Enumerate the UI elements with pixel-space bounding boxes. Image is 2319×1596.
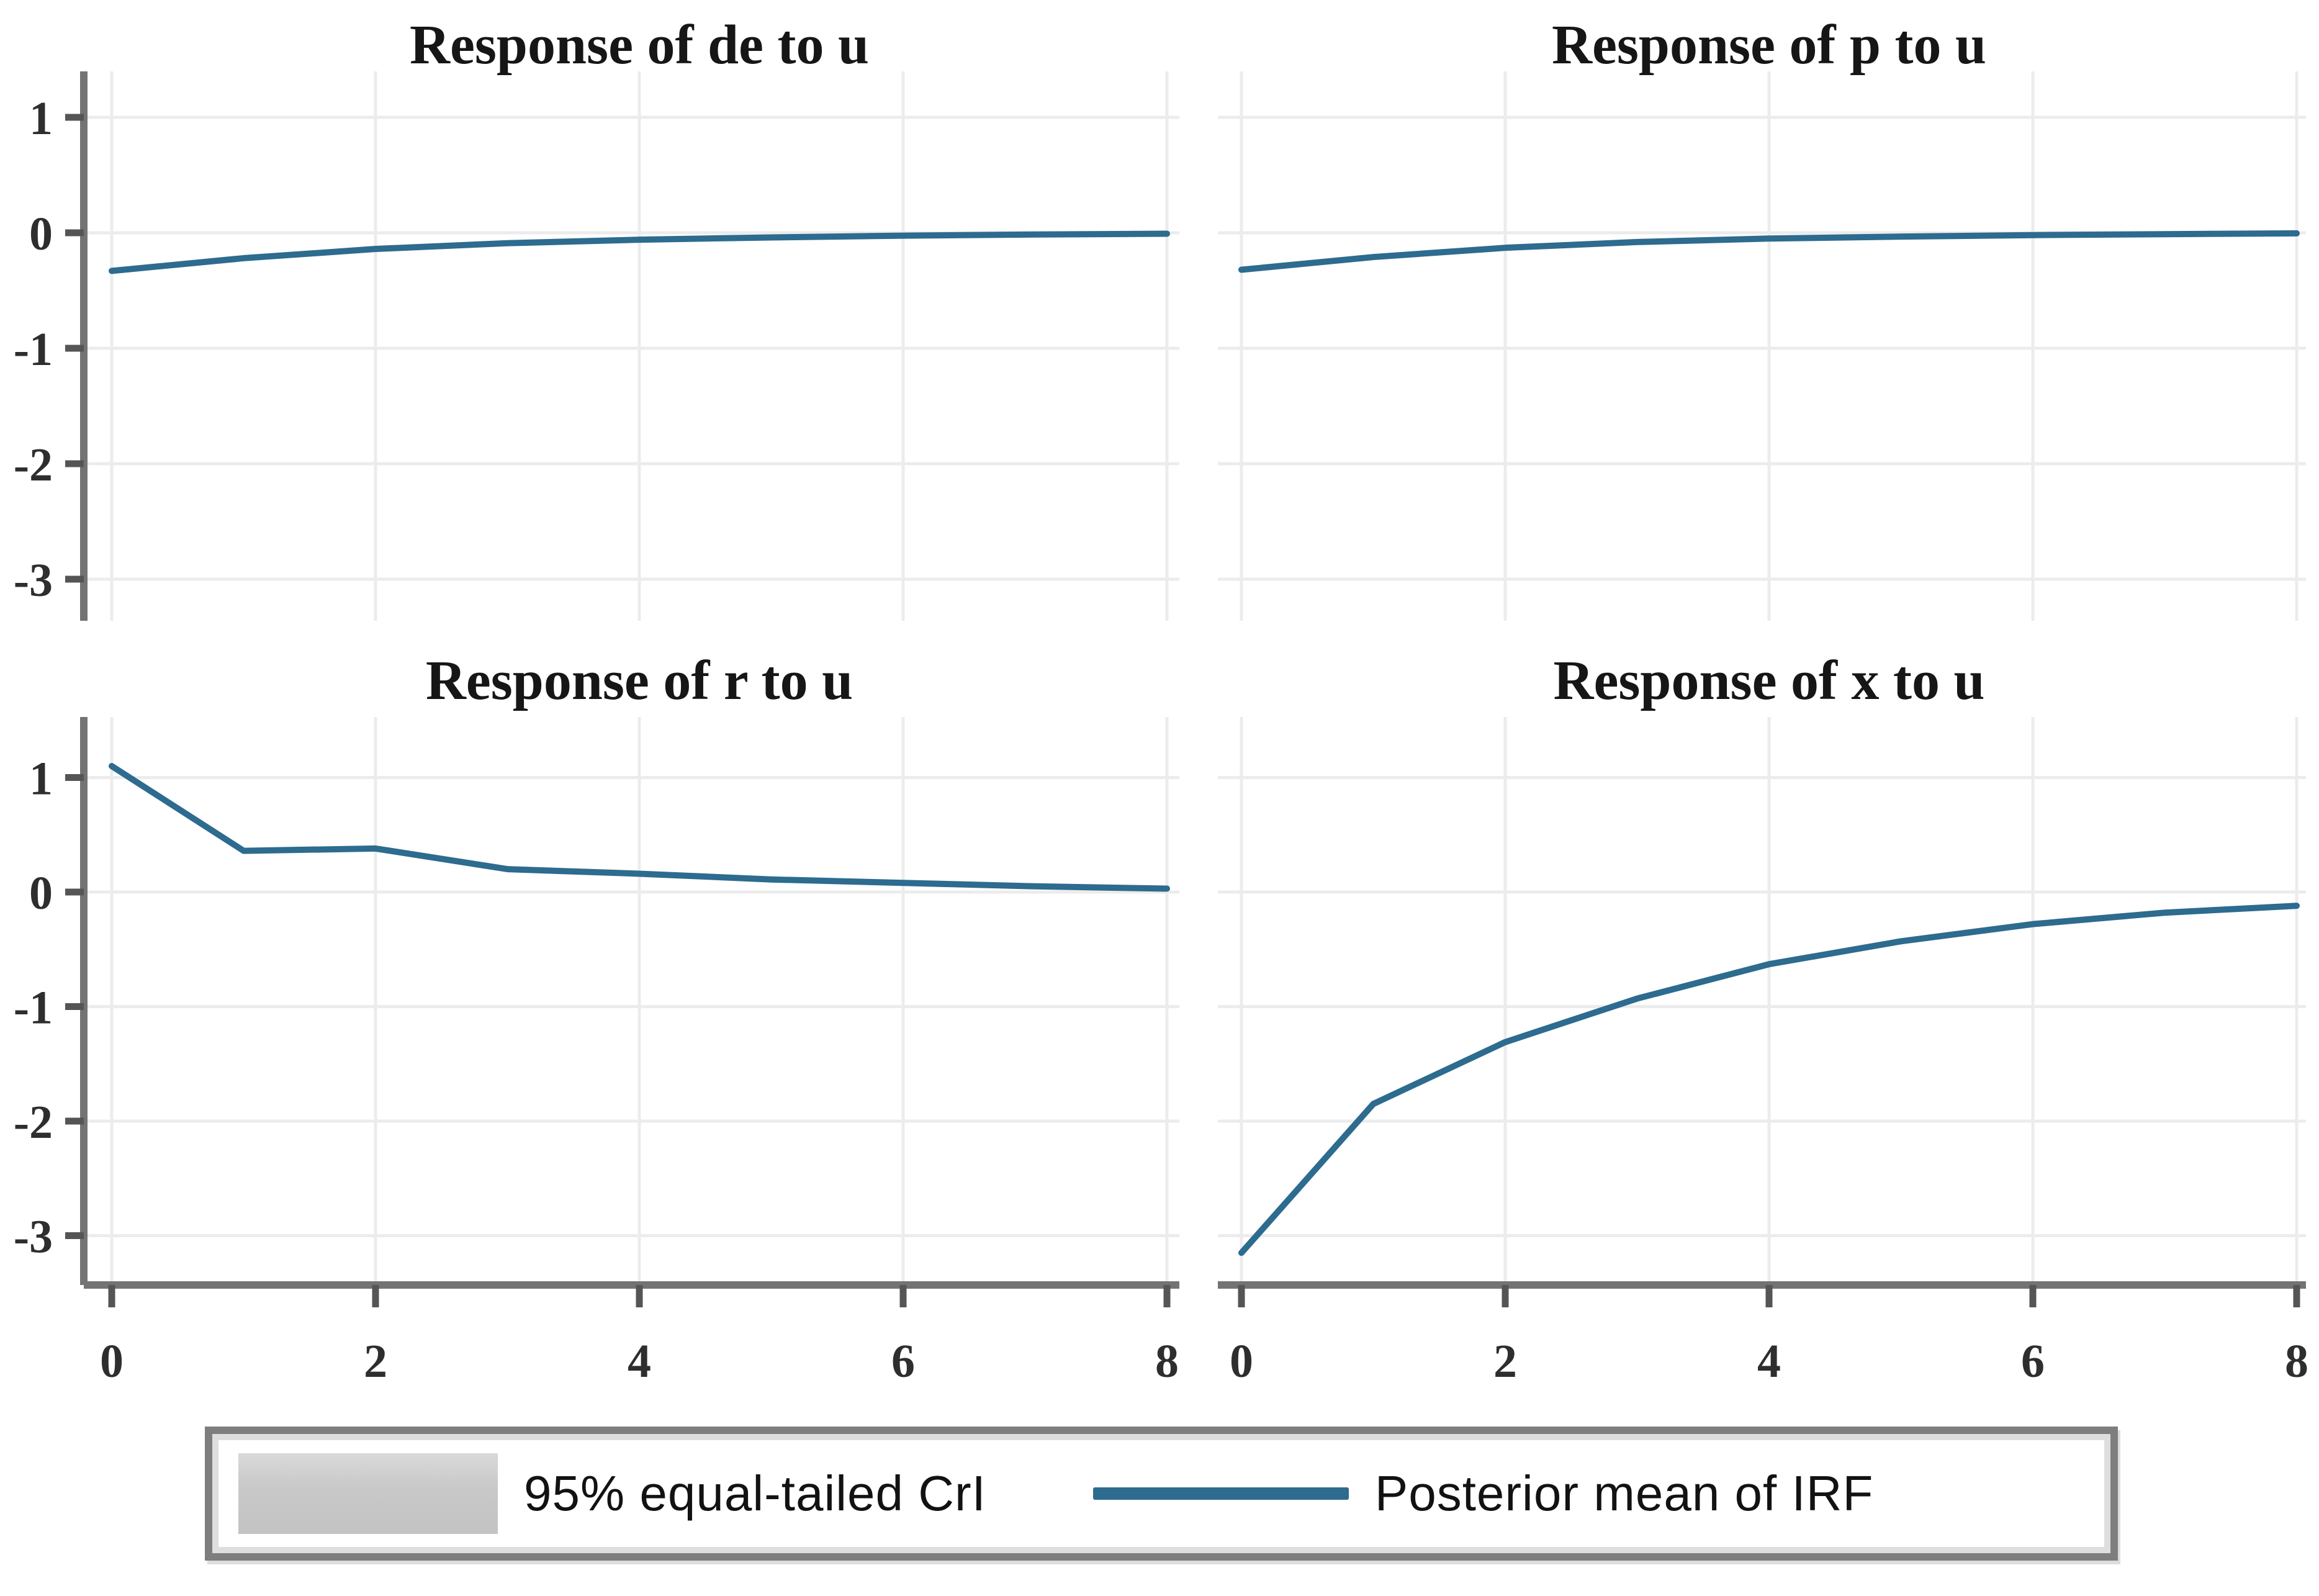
x-tick-label: 8	[2285, 1335, 2308, 1387]
panel-response-p-to-u	[1218, 71, 2306, 621]
posterior-mean-line-icon	[1092, 1487, 1349, 1500]
panel-title-p: Response of p to u	[1552, 14, 1986, 76]
panel-title-de: Response of de to u	[410, 14, 869, 76]
panel-title-r: Response of r to u	[426, 650, 853, 711]
x-tick-label: 2	[1493, 1335, 1517, 1387]
posterior-mean-curve-p	[1238, 230, 2300, 273]
y-tick-label: -3	[14, 1211, 53, 1263]
y-tick-label: 0	[29, 867, 53, 919]
legend-box: 95% equal-tailed CrI Posterior mean of I…	[205, 1427, 2118, 1561]
posterior-mean-label: Posterior mean of IRF	[1374, 1466, 1874, 1521]
x-tick-label: 8	[1155, 1335, 1179, 1387]
y-tick-label: -1	[14, 323, 53, 376]
y-tick-label: -1	[14, 982, 53, 1034]
credible-interval-label: 95% equal-tailed CrI	[524, 1466, 986, 1521]
x-tick-label: 0	[1230, 1335, 1253, 1387]
panel-response-x-to-u: 0 2 4 6 8	[1218, 717, 2308, 1387]
x-tick-label: 6	[2021, 1335, 2045, 1387]
y-tick-label: -3	[14, 554, 53, 606]
x-tick-label: 2	[364, 1335, 387, 1387]
posterior-mean-curve-r	[109, 763, 1170, 892]
y-tick-label: -2	[14, 439, 53, 491]
posterior-mean-curve-x	[1238, 903, 2300, 1256]
panel-title-x: Response of x to u	[1553, 650, 1984, 711]
panel-response-r-to-u: 1 0 -1 -2 -3 0 2 4 6 8	[14, 717, 1179, 1387]
y-tick-label: 0	[29, 208, 53, 260]
x-tick-label: 4	[1757, 1335, 1781, 1387]
panel-response-de-to-u: 1 0 -1 -2 -3	[14, 71, 1179, 621]
y-tick-label: -2	[14, 1096, 53, 1148]
posterior-mean-curve-de	[109, 230, 1170, 274]
y-tick-label: 1	[29, 753, 53, 805]
x-tick-label: 4	[628, 1335, 651, 1387]
credible-interval-swatch	[238, 1453, 498, 1534]
y-tick-label: 1	[29, 92, 53, 145]
x-tick-label: 0	[100, 1335, 124, 1387]
x-tick-label: 6	[891, 1335, 915, 1387]
